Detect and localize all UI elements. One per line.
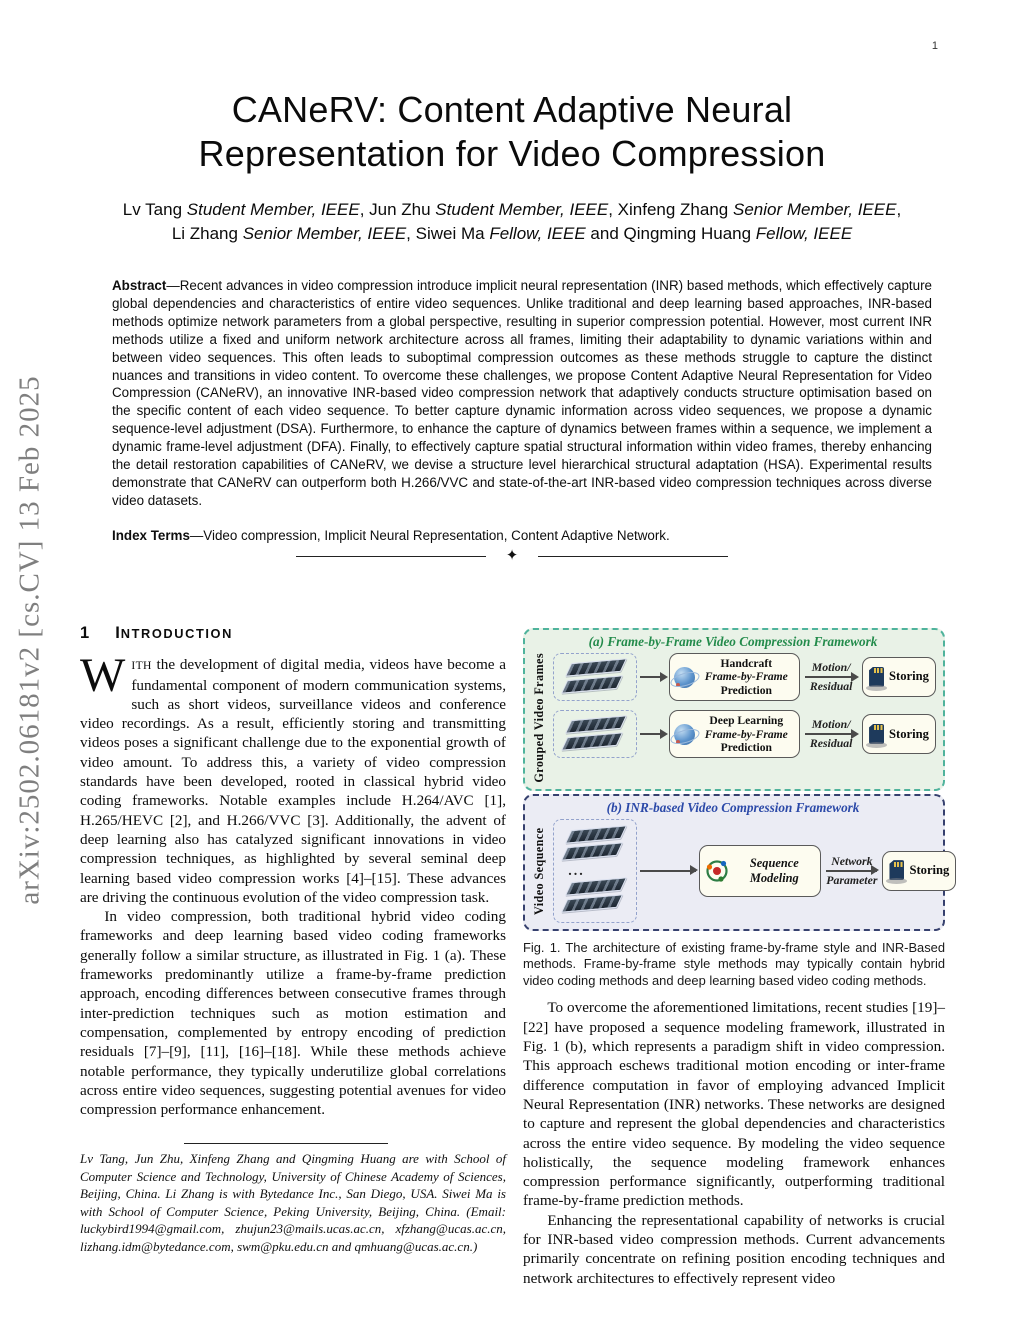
panel-b-title: (b) INR-based Video Compression Framewor… <box>606 799 860 815</box>
motion-residual-arrow: Motion/ Residual <box>803 661 859 693</box>
paper-title-line-1: CANeRV: Content Adaptive Neural <box>231 89 793 130</box>
flow-arrow-icon <box>805 671 859 682</box>
arxiv-watermark: arXiv:2502.06181v2 [cs.CV] 13 Feb 2025 <box>13 375 46 905</box>
atom-icon <box>706 860 728 882</box>
abstract-section: Abstract—Recent advances in video compre… <box>112 277 932 545</box>
figure-panel-a: (a) Frame-by-Frame Video Compression Fra… <box>523 628 945 791</box>
figure-1-caption: Fig. 1. The architecture of existing fra… <box>523 939 945 988</box>
index-terms: Index Terms—Video compression, Implicit … <box>112 527 932 545</box>
motion-residual-arrow: Motion/ Residual <box>803 718 859 750</box>
author-footnote: Lv Tang, Jun Zhu, Xinfeng Zhang and Qing… <box>80 1143 506 1256</box>
author-line-1: Lv Tang Student Member, IEEE, Jun Zhu St… <box>122 200 902 219</box>
section-title: INTRODUCTION <box>115 624 233 642</box>
flow-arrow-icon <box>640 865 699 876</box>
abstract-text: —Recent advances in video compression in… <box>112 278 932 508</box>
inr-pipeline-row: ... <box>553 818 957 923</box>
video-frame <box>561 893 624 913</box>
paper-title: CANeRV: Content Adaptive Neural Represen… <box>60 88 964 176</box>
left-column: 1 INTRODUCTION W ITH the development of d… <box>80 624 506 1119</box>
handcraft-pipeline-row: Handcraft Frame-by-Frame Prediction Moti… <box>553 653 936 702</box>
index-terms-label: Index Terms <box>112 527 190 543</box>
video-frame <box>565 715 628 735</box>
divider-line-left <box>295 556 486 557</box>
index-terms-text: —Video compression, Implicit Neural Repr… <box>189 527 670 543</box>
video-frame <box>565 658 628 677</box>
panel-a-title: (a) Frame-by-Frame Video Compression Fra… <box>588 634 878 649</box>
figure-1: (a) Frame-by-Frame Video Compression Fra… <box>523 628 957 931</box>
right-paragraph-2: Enhancing the representational capabilit… <box>523 1211 945 1287</box>
page-number: 1 <box>931 40 938 52</box>
globe-icon <box>674 723 696 745</box>
paper-title-line-2: Representation for Video Compression <box>198 133 826 174</box>
handcraft-prediction-box: Handcraft Frame-by-Frame Prediction <box>669 653 801 702</box>
panel-a-side-label: Grouped Video Frames <box>532 653 546 783</box>
paper-header: CANeRV: Content Adaptive Neural Represen… <box>60 88 964 246</box>
divider-line-right <box>538 556 729 557</box>
sd-card-icon <box>886 860 908 885</box>
storing-box: Storing <box>862 714 936 755</box>
section-number: 1 <box>80 624 90 642</box>
network-parameter-arrow: Network Parameter <box>826 853 880 887</box>
video-frame <box>561 675 624 694</box>
figure-panel-b: (b) INR-based Video Compression Framewor… <box>523 793 957 931</box>
storing-box: Storing <box>862 657 936 698</box>
right-column: (a) Frame-by-Frame Video Compression Fra… <box>523 628 957 1288</box>
abstract-paragraph: Abstract—Recent advances in video compre… <box>112 277 932 510</box>
drop-cap: W <box>80 649 126 703</box>
video-sequence-thumbnail: ... <box>553 818 638 923</box>
grouped-frames-thumbnail <box>553 653 638 702</box>
right-paragraph-1: To overcome the aforementioned limitatio… <box>523 999 945 1210</box>
section-divider: ✦ <box>0 549 1024 564</box>
ellipsis-label: ... <box>568 863 585 879</box>
sequence-modeling-box: Sequence Modeling <box>699 844 822 897</box>
grouped-frames-thumbnail <box>553 710 638 759</box>
video-frame <box>561 732 624 752</box>
diamond-star-icon: ✦ <box>505 548 519 564</box>
author-list: Lv Tang Student Member, IEEE, Jun Zhu St… <box>60 198 964 246</box>
flow-arrow-icon <box>640 728 669 739</box>
abstract-label: Abstract <box>112 278 167 293</box>
deep-learning-pipeline-row: Deep Learning Frame-by-Frame Prediction … <box>553 710 936 759</box>
intro-paragraph-1: W ITH the development of digital media, v… <box>80 649 506 906</box>
globe-icon <box>674 666 696 688</box>
panel-b-side-label: Video Sequence <box>532 826 546 915</box>
section-1-heading: 1 INTRODUCTION <box>80 624 506 643</box>
author-line-2: Li Zhang Senior Member, IEEE, Siwei Ma F… <box>171 224 853 243</box>
sd-card-icon <box>866 723 888 748</box>
deep-learning-prediction-box: Deep Learning Frame-by-Frame Prediction <box>669 710 801 759</box>
video-frame <box>565 824 628 844</box>
flow-arrow-icon <box>805 728 859 739</box>
flow-arrow-icon <box>640 671 669 682</box>
flow-arrow-icon <box>826 865 880 876</box>
sd-card-icon <box>866 666 888 691</box>
footnote-text: Lv Tang, Jun Zhu, Xinfeng Zhang and Qing… <box>80 1151 506 1254</box>
intro-paragraph-2: In video compression, both traditional h… <box>80 908 506 1119</box>
storing-box: Storing <box>882 850 957 891</box>
video-frame <box>561 841 624 861</box>
footnote-rule <box>184 1143 388 1144</box>
